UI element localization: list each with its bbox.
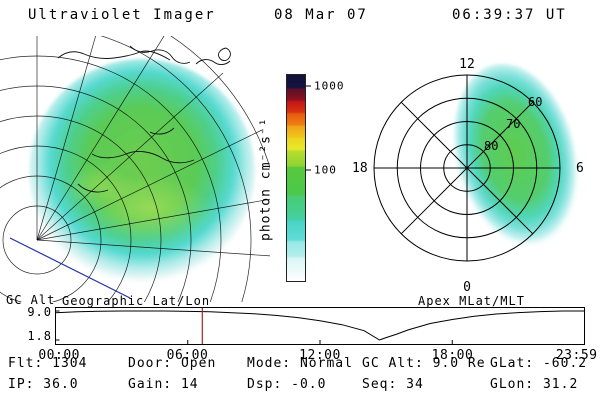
colorbar-tick-100: 100: [306, 163, 337, 176]
status-row-1: Flt: 1304 Door: Open Mode: Normal GC Alt…: [0, 356, 600, 372]
mlat-label-60: 60: [528, 95, 542, 109]
status-row-2: IP: 36.0 Gain: 14 Dsp: -0.0 Seq: 34 GLon…: [0, 377, 600, 393]
aurora-image-geographic: [29, 59, 255, 285]
orbit-track-line: [9, 237, 131, 299]
mlt-label-6: 6: [576, 161, 584, 176]
mlat-label-80: 80: [484, 139, 498, 153]
coastlines: [57, 45, 231, 193]
status-ip: IP: 36.0: [8, 377, 79, 392]
time-tick-1200: 12:00: [299, 348, 341, 363]
geographic-grid: [0, 36, 270, 302]
colorbar: [286, 74, 306, 282]
status-dsp: Dsp: -0.0: [247, 377, 327, 392]
status-door: Door: Open: [128, 356, 217, 371]
time-axis-labels: 00:00 06:00 12:00 18:00 23:59: [38, 348, 597, 363]
status-glon: GLon: 31.2: [490, 377, 579, 392]
colorbar-tick-1000: 1000: [306, 80, 345, 93]
time-axis-ticks: [55, 310, 453, 344]
time-tick-2359: 23:59: [555, 348, 598, 363]
time-tick-0600: 06:00: [166, 348, 209, 363]
status-seq: Seq: 34: [362, 377, 424, 392]
status-glat: GLat: -60.2: [490, 356, 588, 371]
status-gain: Gain: 14: [128, 377, 199, 392]
polar-grid: [373, 74, 561, 262]
colorbar-ticks: 1000 100: [306, 74, 356, 282]
gc-alt-tick-bottom: 1.8: [27, 329, 52, 343]
apex-axis-title: Apex MLat/MLT: [418, 294, 525, 308]
plot-frame: [55, 307, 585, 345]
tickmark: [306, 85, 311, 87]
observation-date: 08 Mar 07: [274, 7, 368, 23]
colorbar-gradient: [287, 75, 305, 281]
observation-time: 06:39:37 UT: [452, 7, 567, 23]
time-tick-0000: 00:00: [38, 348, 80, 363]
colorbar-units-label: photon cm⁻²s⁻¹: [258, 117, 274, 241]
orbit-altitude-plot: [55, 307, 585, 345]
status-gc-alt: GC Alt: 9.0 Re: [362, 356, 486, 371]
status-mode: Mode: Normal: [247, 356, 353, 371]
app-title: Ultraviolet Imager: [28, 7, 216, 23]
gc-alt-tick-top: 9.0: [27, 305, 52, 319]
mlt-label-12: 12: [459, 57, 475, 72]
mlt-label-18: 18: [352, 161, 368, 176]
time-tick-1800: 18:00: [431, 348, 474, 363]
mlt-label-0: 0: [463, 280, 471, 295]
polar-projection-panel: 12 18 6 0 60 70 80: [352, 57, 584, 295]
colorbar-tick-label: 100: [314, 163, 337, 177]
tickmark: [306, 169, 311, 171]
geo-axis-title: Geographic Lat/Lon: [62, 294, 211, 308]
colorbar-tick-label: 1000: [314, 79, 345, 93]
aurora-image-polar: [453, 63, 579, 249]
status-flt: Flt: 1304: [8, 356, 88, 371]
mlat-label-70: 70: [506, 117, 520, 131]
gc-alt-axis-label: GC Alt: [6, 293, 56, 307]
geographic-projection-panel: [0, 36, 270, 302]
orbit-curve: [55, 310, 585, 341]
